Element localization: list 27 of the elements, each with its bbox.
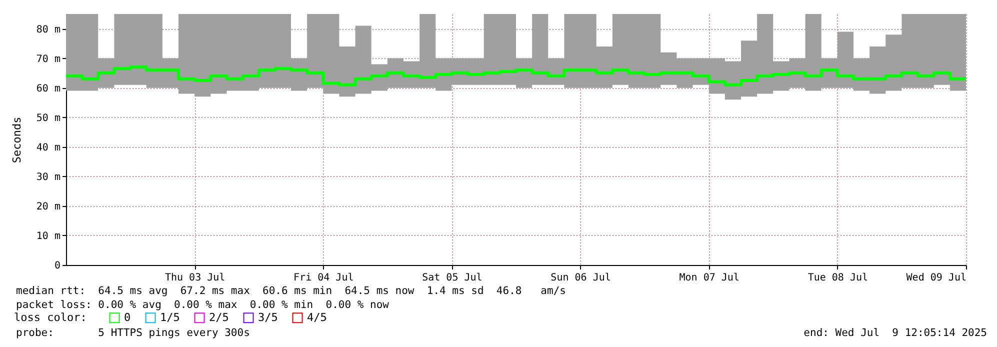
x-tick-label: Fri 04 Jul: [294, 272, 354, 284]
legend-label: 0: [124, 310, 131, 324]
legend-label: 4/5: [307, 310, 327, 324]
y-tick-label: 50 m: [36, 112, 60, 124]
y-tick-label: 70 m: [36, 54, 60, 65]
x-tick-label: Sat 05 Jul: [422, 272, 482, 284]
legend-label: 1/5: [160, 310, 180, 324]
y-tick-label: 40 m: [36, 142, 60, 154]
x-tick-label: Mon 07 Jul: [679, 272, 740, 284]
text: packet loss: 0.00 % avg 0.00 % max 0.00 % min 0.00 % now: [16, 299, 389, 312]
y-tick-label: 20 m: [36, 201, 60, 212]
legend-label: 3/5: [258, 310, 278, 324]
text: median rtt: 64.5 ms avg 67.2 ms max 60.6 ms min 64.5 ms now 1.4 ms sd 46.8 am/s: [16, 285, 566, 298]
y-tick-label: 60 m: [36, 83, 60, 94]
x-tick-label: Wed 09 Jul: [906, 272, 966, 284]
legend-title: loss color:: [14, 311, 87, 324]
y-tick-label: 30 m: [36, 172, 60, 183]
y-axis-title: Seconds: [10, 116, 24, 164]
y-tick-label: 80 m: [36, 24, 60, 36]
legend-label: 2/5: [209, 310, 229, 324]
x-tick-label: Thu 03 Jul: [164, 272, 226, 284]
y-tick-label: 10 m: [36, 230, 60, 242]
y-tick-label: 0: [54, 260, 60, 272]
text: probe: 5 HTTPS pings every 300s: [16, 327, 250, 340]
x-tick-label: Sun 06 Jul: [550, 272, 611, 284]
x-tick-label: Tue 08 Jul: [808, 272, 868, 284]
text: end: Wed Jul 9 12:05:14 2025: [804, 327, 987, 340]
